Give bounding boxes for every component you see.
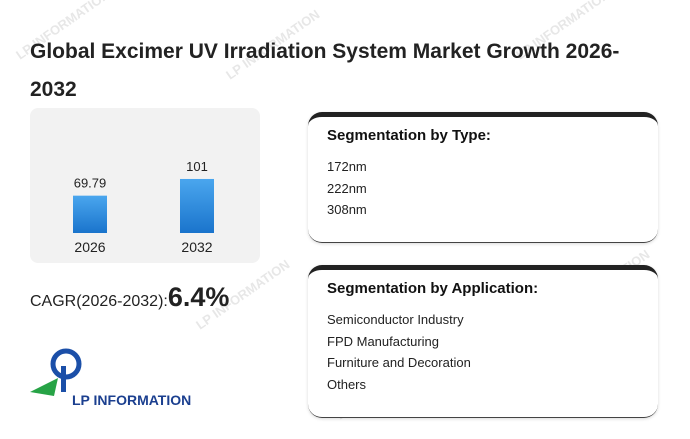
value-label: 101: [186, 159, 208, 174]
title: Global Excimer UV Irradiation System Mar…: [30, 40, 620, 101]
cagr-label: CAGR(2026-2032):: [30, 293, 168, 310]
segment-item: Furniture and Decoration: [327, 355, 471, 370]
bar: [180, 178, 214, 233]
logo-swoosh: [30, 378, 58, 396]
logo-icon: [30, 348, 82, 396]
segment-box: Segmentation by Type: 172nm 222nm 308nm: [308, 112, 658, 243]
segment-item: 222nm: [327, 180, 367, 196]
chart: 69.79 2026 101 2032: [73, 159, 214, 255]
segment-heading: Segmentation by Type:: [327, 127, 491, 144]
value-label: 69.79: [74, 176, 107, 191]
segment-item: FPD Manufacturing: [327, 333, 439, 349]
segment-item: Others: [327, 376, 367, 392]
cagr-value: 6.4%: [167, 282, 230, 312]
category-label: 2032: [181, 239, 212, 255]
segment-item: 308nm: [327, 202, 367, 217]
logo-text: LP INFORMATION: [72, 392, 192, 408]
segment-item: 172nm: [327, 159, 367, 174]
segment-item: Semiconductor Industry: [327, 312, 464, 327]
chart-panel: [30, 108, 260, 263]
segment-heading: Segmentation by Application:: [327, 280, 539, 297]
logo-bar: [61, 366, 66, 392]
cagr: CAGR(2026-2032):6.4%: [30, 282, 229, 313]
bar: [73, 195, 107, 233]
segment-box: Segmentation by Application: Semiconducto…: [308, 265, 658, 418]
category-label: 2026: [74, 239, 105, 255]
